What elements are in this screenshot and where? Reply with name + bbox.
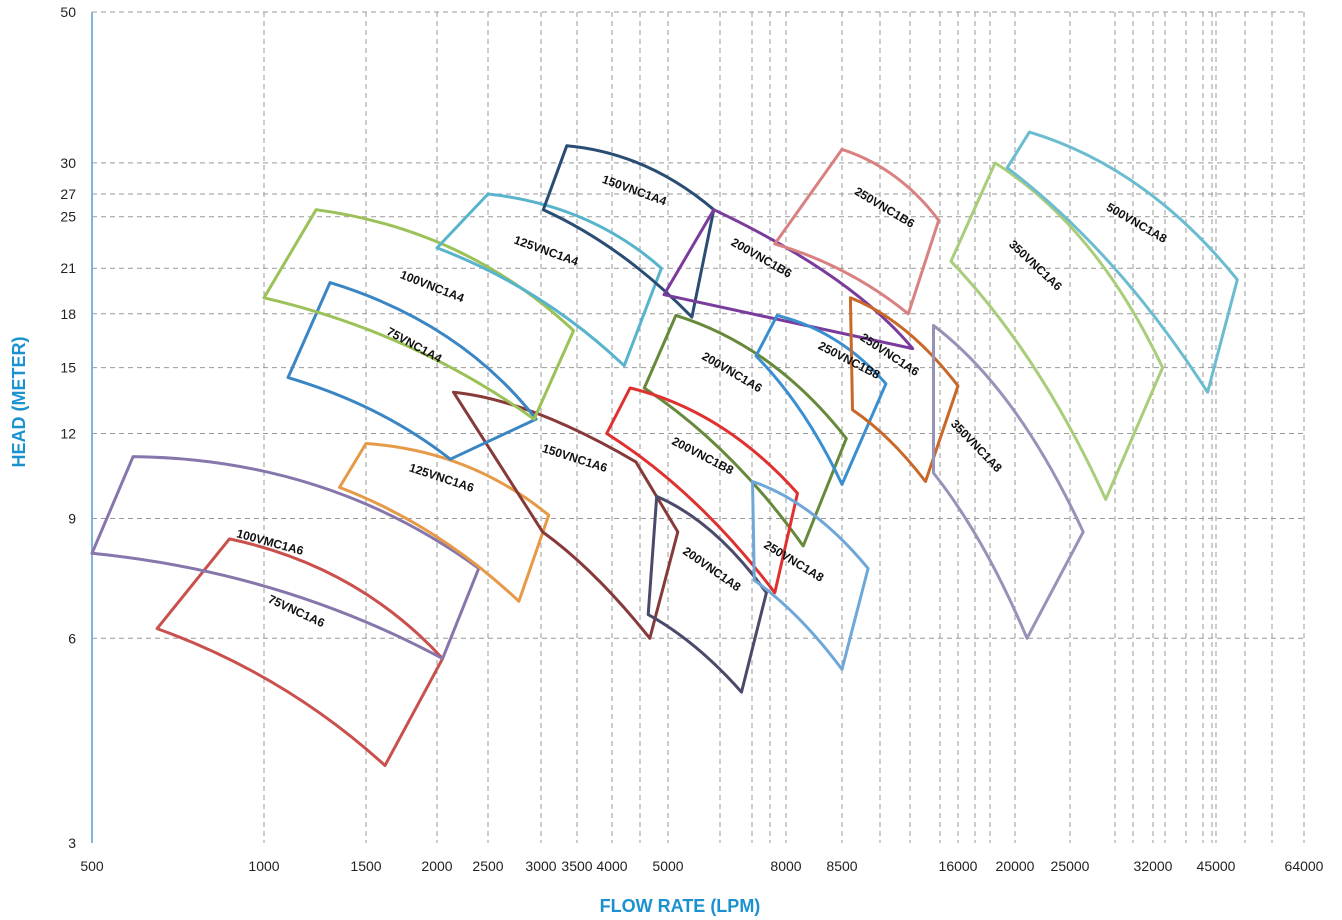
x-tick-label: 2500	[472, 858, 503, 874]
y-tick-label: 9	[68, 511, 76, 527]
y-tick-label: 3	[68, 835, 76, 851]
envelope-500VNC1A8	[1005, 130, 1239, 394]
envelope-75VNC1A6	[155, 537, 445, 767]
envelope-125VNC1A4	[435, 192, 663, 368]
x-tick-label: 32000	[1134, 858, 1173, 874]
y-tick-label: 21	[60, 260, 76, 276]
envelope-250VNC1B6	[773, 147, 941, 316]
x-tick-label: 500	[80, 858, 104, 874]
x-tick-label: 2000	[421, 858, 452, 874]
y-tick-label: 50	[60, 4, 76, 20]
envelope-350VNC1A6	[949, 161, 1165, 501]
x-tick-label: 64000	[1285, 858, 1324, 874]
x-tick-label: 4000	[596, 858, 627, 874]
x-tick-label: 16000	[939, 858, 978, 874]
envelope-250VNC1A6	[848, 296, 960, 483]
x-tick-label: 1000	[248, 858, 279, 874]
envelope-125VNC1A6	[338, 442, 551, 603]
envelope-250VNC1B8	[754, 313, 888, 486]
x-tick-label: 5000	[652, 858, 683, 874]
x-axis-title: FLOW RATE (LPM)	[600, 896, 761, 916]
y-tick-label: 18	[60, 306, 76, 322]
x-tick-label: 45000	[1197, 858, 1236, 874]
envelope-350VNC1A8	[932, 324, 1085, 640]
y-tick-label: 15	[60, 360, 76, 376]
x-tick-label: 3000	[525, 858, 556, 874]
envelope-200VNC1B6	[662, 208, 915, 351]
envelope-150VNC1A4	[541, 144, 716, 319]
envelope-layer	[90, 130, 1239, 767]
envelope-100VNC1A4	[262, 208, 576, 421]
x-tick-label: 1500	[350, 858, 381, 874]
x-tick-label: 25000	[1051, 858, 1090, 874]
envelope-75VNC1A4	[286, 281, 538, 461]
y-tick-label: 30	[60, 155, 76, 171]
envelope-200VNC1B8	[605, 386, 799, 595]
y-axis-title: HEAD (METER)	[9, 337, 29, 468]
x-tick-label: 8000	[770, 858, 801, 874]
grid-layer	[91, 11, 1305, 843]
envelope-200VNC1A6	[642, 313, 848, 548]
y-tick-label: 25	[60, 209, 76, 225]
x-tick-label: 8500	[826, 858, 857, 874]
envelope-250VNC1A8	[751, 480, 870, 671]
y-tick-label: 12	[60, 426, 76, 442]
envelope-100VMC1A6	[90, 455, 481, 661]
x-tick-label: 20000	[996, 858, 1035, 874]
y-tick-label: 6	[68, 630, 76, 646]
y-tick-label: 27	[60, 186, 76, 202]
envelope-200VNC1A8	[646, 494, 768, 694]
tick-layer: 500 1000 1500 2000 2500 3000 3500 4000 5000 8000 8…	[60, 4, 1323, 874]
x-tick-label: 3500	[561, 858, 592, 874]
